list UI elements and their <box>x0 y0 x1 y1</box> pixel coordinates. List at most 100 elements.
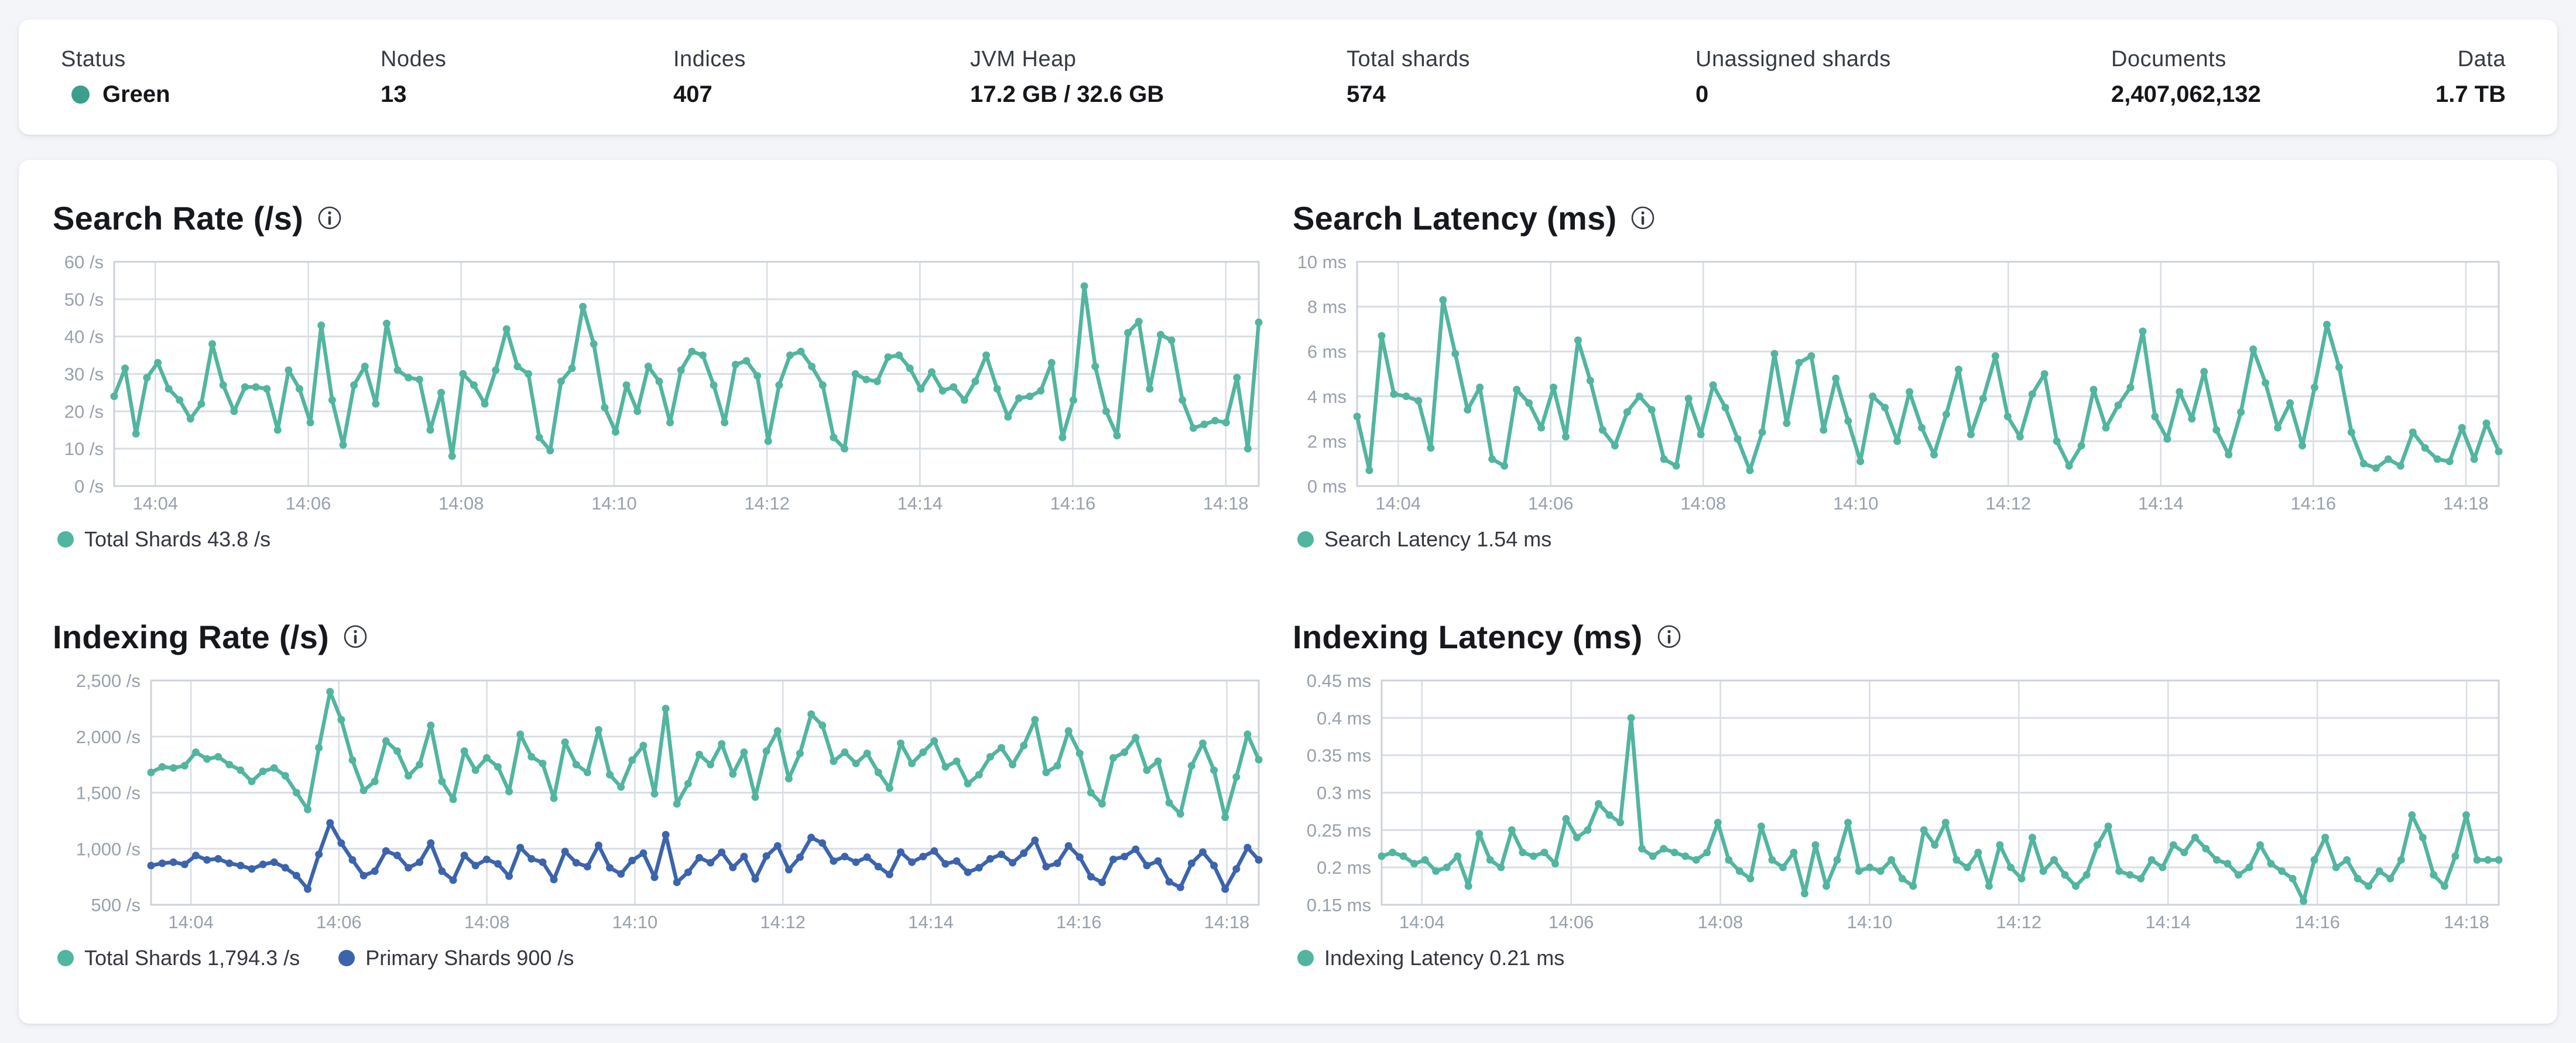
svg-text:0.45 ms: 0.45 ms <box>1307 671 1371 691</box>
svg-text:0.25 ms: 0.25 ms <box>1307 820 1371 840</box>
svg-text:14:12: 14:12 <box>1996 912 2042 932</box>
svg-text:14:12: 14:12 <box>744 493 790 514</box>
svg-text:14:10: 14:10 <box>1847 912 1893 932</box>
svg-text:14:04: 14:04 <box>168 912 214 932</box>
svg-text:8 ms: 8 ms <box>1307 297 1347 317</box>
legend-label: Total Shards 1,794.3 /s <box>84 946 300 970</box>
svg-text:14:10: 14:10 <box>612 912 658 932</box>
svg-text:50 /s: 50 /s <box>64 289 104 310</box>
legend-label: Primary Shards 900 /s <box>365 946 574 970</box>
series-dot-icon <box>57 531 74 548</box>
stat-indices: Indices 407 <box>673 47 970 108</box>
stat-value: 574 <box>1347 81 1386 107</box>
stat-label: Nodes <box>381 46 447 71</box>
stat-value: 1.7 TB <box>2435 81 2506 107</box>
svg-text:14:04: 14:04 <box>1399 912 1445 932</box>
svg-text:6 ms: 6 ms <box>1307 341 1347 362</box>
chart-legend: Total Shards 43.8 /s <box>53 527 1282 552</box>
svg-text:14:08: 14:08 <box>464 912 510 932</box>
info-icon[interactable] <box>343 624 368 649</box>
svg-text:14:16: 14:16 <box>2291 493 2337 514</box>
legend-item[interactable]: Primary Shards 900 /s <box>338 946 574 970</box>
chart-title: Indexing Latency (ms) <box>1293 618 1643 655</box>
series-dot-icon <box>1297 531 1314 548</box>
svg-text:0 /s: 0 /s <box>74 476 104 497</box>
stat-value: Green <box>102 81 170 107</box>
svg-text:14:06: 14:06 <box>1528 493 1574 514</box>
chart-title: Indexing Rate (/s) <box>53 618 330 655</box>
svg-text:1,500 /s: 1,500 /s <box>76 783 141 803</box>
svg-text:14:04: 14:04 <box>1375 493 1421 514</box>
svg-text:14:08: 14:08 <box>1680 493 1726 514</box>
stat-label: Indices <box>673 46 746 71</box>
line-chart[interactable]: 0.45 ms 0.4 ms 0.35 ms 0.3 ms 0.25 ms 0.2 ms 0… <box>1293 660 2505 935</box>
svg-text:14:04: 14:04 <box>133 493 179 514</box>
info-icon[interactable] <box>1630 206 1655 230</box>
svg-text:14:18: 14:18 <box>1204 912 1250 932</box>
svg-text:14:12: 14:12 <box>1985 493 2031 514</box>
svg-text:60 /s: 60 /s <box>64 252 104 272</box>
series-dot-icon <box>1297 950 1314 966</box>
legend-item[interactable]: Total Shards 43.8 /s <box>57 527 270 552</box>
svg-text:14:18: 14:18 <box>1203 493 1249 514</box>
stat-nodes: Nodes 13 <box>381 47 673 108</box>
svg-text:14:14: 14:14 <box>2145 912 2191 932</box>
svg-text:0.2 ms: 0.2 ms <box>1317 857 1371 878</box>
line-chart[interactable]: 2,500 /s 2,000 /s 1,500 /s 1,000 /s 500 /s 14… <box>53 660 1265 935</box>
stat-status: Status Green <box>61 47 381 108</box>
stat-label: Data <box>2457 46 2506 71</box>
chart-indexing-latency: Indexing Latency (ms) 0.45 ms 0.4 ms 0.35 … <box>1293 618 2522 970</box>
legend-label: Search Latency 1.54 ms <box>1324 527 1552 551</box>
cluster-stats-bar: Status Green Nodes 13 Indices 407 JVM He… <box>19 19 2557 135</box>
line-chart[interactable]: 60 /s 50 /s 40 /s 30 /s 20 /s 10 /s 0 /s 14:04 1… <box>53 241 1265 517</box>
stat-data-size: Data 1.7 TB <box>2435 47 2506 108</box>
svg-text:14:06: 14:06 <box>316 912 362 932</box>
stat-jvm-heap: JVM Heap 17.2 GB / 32.6 GB <box>970 47 1347 108</box>
svg-text:20 /s: 20 /s <box>64 401 104 422</box>
svg-text:14:08: 14:08 <box>439 493 484 514</box>
svg-text:0.35 ms: 0.35 ms <box>1307 746 1371 766</box>
chart-search-latency: Search Latency (ms) 10 ms 8 ms 6 ms 4 ms 2 m… <box>1293 199 2522 552</box>
info-icon[interactable] <box>1657 624 1681 649</box>
svg-text:4 ms: 4 ms <box>1307 387 1347 407</box>
stat-value: 0 <box>1695 81 1709 107</box>
svg-text:2 ms: 2 ms <box>1307 431 1347 452</box>
svg-text:14:16: 14:16 <box>1050 493 1096 514</box>
svg-text:14:06: 14:06 <box>1549 912 1594 932</box>
series-dot-icon <box>57 950 74 966</box>
stat-value: 2,407,062,132 <box>2111 81 2261 107</box>
svg-text:10 /s: 10 /s <box>64 439 104 459</box>
series-dot-icon <box>338 950 355 966</box>
chart-title: Search Rate (/s) <box>53 199 304 237</box>
stat-total-shards: Total shards 574 <box>1347 47 1695 108</box>
svg-text:14:10: 14:10 <box>1833 493 1879 514</box>
legend-item[interactable]: Total Shards 1,794.3 /s <box>57 946 300 970</box>
stat-value: 13 <box>381 81 407 107</box>
stat-value: 407 <box>673 81 712 107</box>
legend-item[interactable]: Search Latency 1.54 ms <box>1297 527 1551 552</box>
svg-text:500 /s: 500 /s <box>91 895 141 915</box>
svg-text:14:10: 14:10 <box>591 493 637 514</box>
svg-text:14:14: 14:14 <box>2138 493 2184 514</box>
line-chart[interactable]: 10 ms 8 ms 6 ms 4 ms 2 ms 0 ms 14:04 14:06 14:08… <box>1293 241 2505 517</box>
stat-label: Unassigned shards <box>1695 46 1891 71</box>
stat-label: JVM Heap <box>970 46 1077 71</box>
svg-text:0.15 ms: 0.15 ms <box>1307 895 1371 915</box>
stat-documents: Documents 2,407,062,132 <box>2111 47 2435 108</box>
stat-unassigned-shards: Unassigned shards 0 <box>1695 47 2111 108</box>
legend-item[interactable]: Indexing Latency 0.21 ms <box>1297 946 1564 970</box>
stat-label: Documents <box>2111 46 2226 71</box>
legend-label: Total Shards 43.8 /s <box>84 527 271 551</box>
svg-text:14:16: 14:16 <box>2294 912 2340 932</box>
metrics-charts-panel: Search Rate (/s) 60 /s 50 /s 40 /s 30 /s 20 … <box>19 160 2557 1024</box>
chart-legend: Total Shards 1,794.3 /s Primary Shards 9… <box>53 946 1282 970</box>
svg-text:14:14: 14:14 <box>908 912 954 932</box>
svg-text:14:18: 14:18 <box>2444 912 2489 932</box>
status-green-dot-icon <box>71 85 90 104</box>
stat-label: Total shards <box>1347 46 1470 71</box>
chart-legend: Indexing Latency 0.21 ms <box>1293 946 2522 970</box>
svg-text:14:18: 14:18 <box>2443 493 2489 514</box>
legend-label: Indexing Latency 0.21 ms <box>1324 946 1565 970</box>
chart-title: Search Latency (ms) <box>1293 199 1617 237</box>
info-icon[interactable] <box>317 206 342 230</box>
